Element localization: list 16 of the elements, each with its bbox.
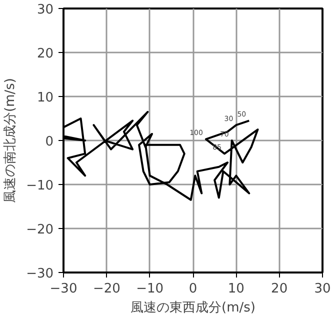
x-tick-label: −10: [136, 282, 164, 296]
y-tick-label: −30: [26, 266, 54, 282]
x-tick-label: −20: [92, 282, 120, 296]
x-tick-label: 0: [188, 282, 198, 296]
y-tick-label: 0: [45, 134, 54, 150]
x-tick-label: 30: [314, 282, 331, 296]
y-tick-label: 20: [36, 46, 54, 62]
x-tick-label: 10: [228, 282, 244, 296]
x-tick-label: −30: [50, 282, 78, 296]
y-axis-title: 風速の南北成分(m/s): [3, 78, 18, 203]
y-tick-label: 30: [36, 2, 54, 18]
y-tick-label: 10: [36, 90, 54, 106]
x-axis-title: 風速の東西成分(m/s): [130, 300, 256, 316]
x-tick-label: 20: [271, 282, 288, 296]
y-tick-label: −10: [26, 178, 54, 194]
y-tick-label: −20: [26, 222, 54, 238]
